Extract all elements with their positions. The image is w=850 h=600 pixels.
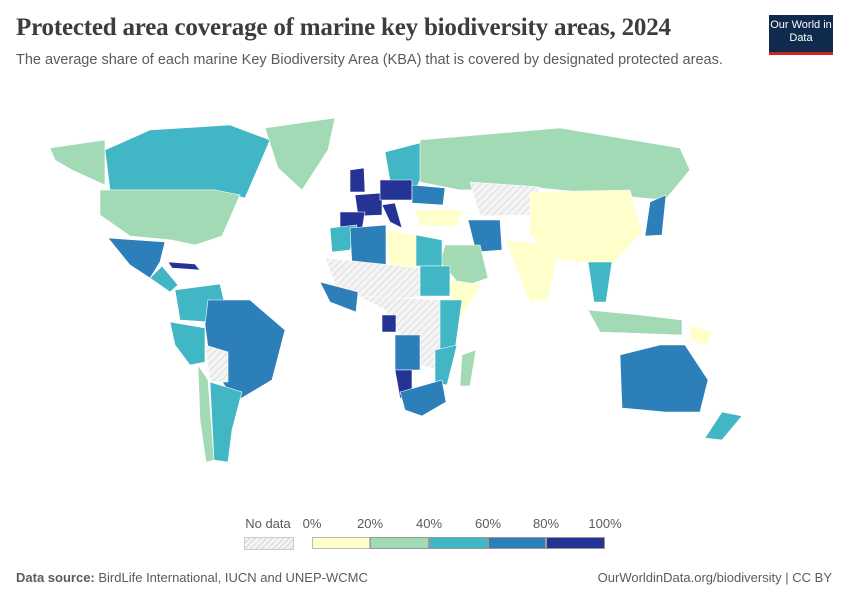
country-germany-poland[interactable] (379, 179, 413, 201)
legend-tick-40: 40% (415, 516, 443, 531)
country-cuba[interactable] (167, 261, 201, 271)
legend-bin-60-80[interactable] (488, 537, 546, 549)
legend-bin-20-40[interactable] (370, 537, 429, 549)
country-mexico[interactable] (107, 237, 166, 279)
legend-no-data-swatch[interactable] (244, 537, 294, 550)
country-chile[interactable] (197, 363, 215, 463)
country-japan[interactable] (644, 194, 667, 237)
country-madagascar[interactable] (459, 349, 477, 387)
chart-title: Protected area coverage of marine key bi… (16, 14, 671, 41)
legend-no-data-label: No data (245, 516, 291, 531)
legend-tick-100: 100% (588, 516, 622, 531)
country-russia[interactable] (419, 127, 691, 201)
country-argentina[interactable] (209, 381, 243, 463)
legend-tick-20: 20% (356, 516, 384, 531)
data-source-text: BirdLife International, IUCN and UNEP-WC… (98, 570, 368, 585)
country-kazakhstan[interactable] (469, 181, 541, 217)
country-libya[interactable] (385, 229, 417, 271)
data-source: Data source: BirdLife International, IUC… (16, 570, 368, 585)
country-new-zealand[interactable] (704, 411, 743, 441)
legend-tick-80: 80% (532, 516, 560, 531)
country-india[interactable] (504, 239, 561, 303)
country-ukraine[interactable] (411, 184, 446, 206)
country-mozambique[interactable] (434, 344, 458, 386)
country-south-africa[interactable] (399, 379, 447, 417)
country-alaska[interactable] (49, 139, 106, 186)
country-egypt[interactable] (415, 234, 443, 267)
country-iran[interactable] (467, 219, 503, 253)
country-central-america[interactable] (149, 265, 179, 293)
country-angola[interactable] (394, 334, 421, 371)
country-italy[interactable] (381, 202, 403, 229)
country-greenland[interactable] (264, 117, 336, 191)
country-canada[interactable] (104, 124, 271, 199)
legend: No data 0% 20% 40% 60% 80% 100% (240, 516, 622, 556)
country-peru[interactable] (169, 321, 206, 366)
country-gabon[interactable] (381, 314, 397, 333)
legend-bin-0-20[interactable] (312, 537, 370, 549)
country-png[interactable] (689, 324, 713, 347)
country-uk[interactable] (349, 167, 366, 193)
country-france[interactable] (354, 192, 383, 217)
country-sudan[interactable] (419, 265, 451, 297)
data-source-label: Data source: (16, 570, 95, 585)
world-map (49, 117, 743, 463)
country-turkey[interactable] (414, 209, 463, 227)
country-bolivia[interactable] (204, 344, 229, 383)
legend-bin-80-100[interactable] (546, 537, 605, 549)
owid-logo[interactable]: Our World in Data (769, 15, 833, 55)
legend-tick-60: 60% (474, 516, 502, 531)
legend-tick-0: 0% (302, 516, 322, 531)
owid-link[interactable]: OurWorldinData.org/biodiversity | CC BY (597, 570, 832, 585)
country-usa[interactable] (99, 189, 241, 246)
country-indonesia[interactable] (587, 309, 683, 336)
country-east-africa[interactable] (439, 299, 463, 351)
country-southeast-asia[interactable] (587, 261, 613, 303)
country-west-africa-coast[interactable] (319, 281, 359, 313)
country-australia[interactable] (619, 344, 709, 413)
chart-subtitle: The average share of each marine Key Bio… (16, 52, 723, 68)
legend-bin-40-60[interactable] (429, 537, 488, 549)
